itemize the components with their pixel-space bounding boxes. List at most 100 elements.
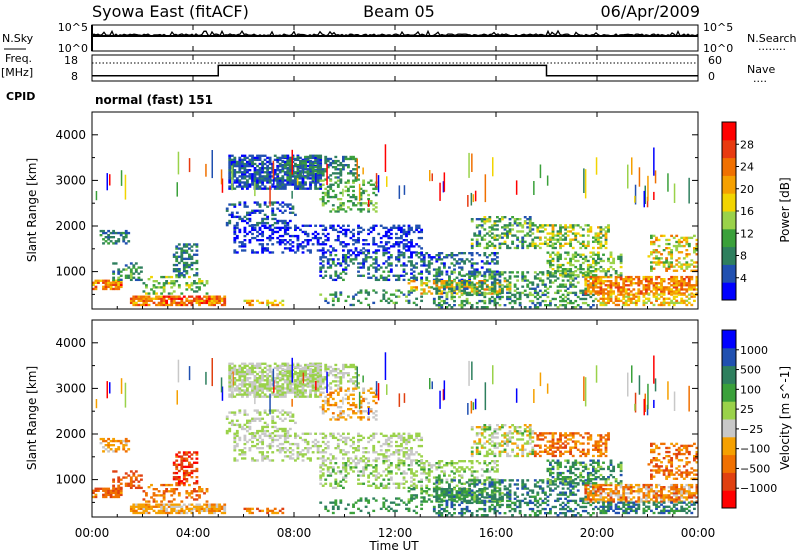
heatmap-cell [261,247,265,250]
heatmap-cell [248,224,252,227]
heatmap-cell [132,264,136,267]
heatmap-cell [172,301,176,305]
heatmap-cell [690,295,694,298]
heatmap-cell [180,500,184,503]
heatmap-cell [417,226,421,230]
heatmap-cell [463,279,467,282]
heatmap-cell [475,234,479,237]
heatmap-cell [256,158,259,162]
heatmap-cell [450,271,454,274]
heatmap-cell [465,293,469,297]
heatmap-cell [321,380,325,383]
heatmap-cell [112,470,116,473]
heatmap-cell [682,269,686,272]
heatmap-cell [412,230,416,234]
heatmap-cell [685,261,689,264]
heatmap-cell [592,290,595,293]
heatmap-cell [165,507,169,511]
heatmap-cell [172,299,176,303]
heatmap-cell [604,275,608,279]
heatmap-cell [321,183,325,186]
heatmap-cell [177,469,181,473]
heatmap-cell [551,242,555,245]
heatmap-cell [402,230,406,234]
heatmap-cell [480,220,484,223]
heatmap-cell [556,253,560,256]
heatmap-cell [286,178,290,181]
heatmap-cell [233,389,237,392]
heatmap-cell [579,226,583,229]
heatmap-cell [402,245,406,248]
heatmap-cell [372,301,376,305]
heatmap-cell [253,156,257,160]
heatmap-cell [523,216,527,219]
heatmap-cell [114,287,118,291]
heatmap-cell [392,301,396,305]
heatmap-cell [283,160,287,164]
heatmap-cell [278,243,282,246]
heatmap-cell [258,226,262,230]
heatmap-cell [342,159,345,163]
heatmap-cell [498,236,502,239]
heatmap-cell [321,179,325,182]
heatmap-cell [286,159,290,163]
heatmap-cell [687,244,691,248]
heatmap-cell [309,377,312,380]
heatmap-cell [319,375,323,378]
heatmap-cell [417,245,421,248]
heatmap-cell [541,271,545,274]
heatmap-cell [602,268,605,271]
heatmap-cell [501,291,504,295]
heatmap-cell [160,295,164,298]
heatmap-cell [276,183,280,186]
heatmap-cell [266,181,270,184]
heatmap-cell [306,239,310,242]
heatmap-cell [251,299,254,303]
heatmap-cell [208,509,211,513]
heatmap-cell [334,293,338,296]
heatmap-cell [283,380,287,383]
heatmap-cell [440,262,444,265]
heatmap-cell [344,266,348,269]
heatmap-cell [324,378,328,381]
heatmap-cell [182,457,186,460]
heatmap-cell [314,181,318,184]
heatmap-cell [167,275,171,279]
heatmap-cell [657,238,661,242]
heatmap-cell [319,270,323,273]
heatmap-cell [609,299,613,303]
heatmap-cell [258,185,262,188]
heatmap-cell [195,245,199,248]
heatmap-cell [496,260,499,263]
heatmap-cell [288,367,292,371]
heatmap-cell [581,228,585,231]
heatmap-cell [112,231,116,235]
heatmap-cell [339,168,343,171]
heatmap-cell [268,381,272,384]
heatmap-cell [612,301,616,305]
heatmap-cell [185,282,189,285]
heatmap-cell [258,243,262,246]
heatmap-cell [261,239,265,242]
heatmap-cell [634,301,638,305]
heatmap-cell [299,364,302,368]
heatmap-cell [241,370,244,374]
heatmap-cell [559,295,562,299]
heatmap-cell [246,181,249,184]
heatmap-cell [586,274,590,277]
heatmap-cell [193,490,196,493]
heatmap-cell [213,295,217,298]
colorbar-tick-label: 24 [740,161,754,174]
heatmap-cell [278,366,282,370]
heatmap-cell [523,222,527,225]
heatmap-cell [273,230,277,234]
heatmap-cell [243,154,247,157]
heatmap-cell [288,178,292,181]
heatmap-cell [415,288,419,291]
heatmap-cell [258,167,262,170]
heatmap-cell [248,183,252,186]
heatmap-cell [286,183,290,186]
heatmap-cell [619,253,623,256]
heatmap-cell [180,292,184,295]
heatmap-cell [324,299,328,303]
